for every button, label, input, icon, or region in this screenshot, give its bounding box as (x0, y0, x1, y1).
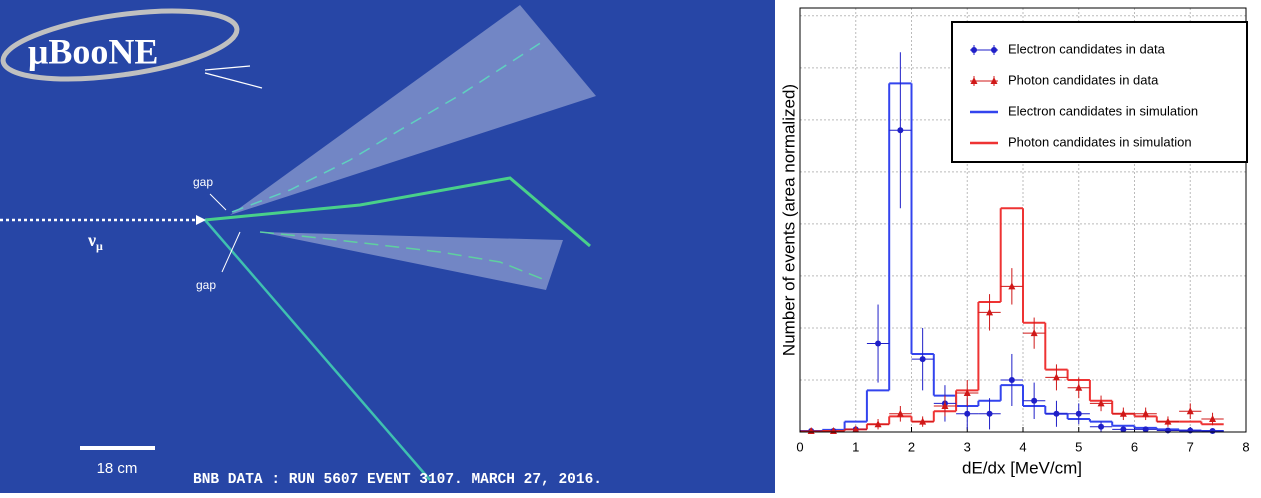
logo-swoosh (0, 8, 240, 82)
data-point (896, 409, 904, 417)
caption: BNB DATA : RUN 5607 EVENT 3107. MARCH 27… (193, 472, 602, 488)
legend-box (951, 21, 1248, 163)
data-point (986, 308, 994, 316)
data-point (964, 410, 971, 417)
shower (259, 231, 546, 281)
data-point (875, 340, 882, 347)
data-point (919, 356, 926, 363)
logo: μBooNE (28, 31, 158, 71)
beam-symbol: ν (87, 230, 96, 250)
data-point (1008, 376, 1015, 383)
track (204, 219, 431, 481)
data-point (1209, 414, 1217, 422)
legend-label: Electron candidates in simulation (1008, 103, 1198, 118)
pointer (221, 231, 241, 273)
beam-label: νμ (87, 230, 103, 253)
gap-label: gap (193, 175, 213, 189)
data-point (986, 410, 993, 417)
x-tick-label: 0 (796, 439, 803, 454)
y-axis-label: Number of events (area normalized) (779, 84, 798, 356)
logo-lines (204, 65, 251, 71)
data-point (897, 127, 904, 134)
data-point (919, 417, 927, 425)
gap-label: gap (196, 278, 216, 292)
track (204, 176, 591, 248)
data-point (991, 47, 997, 53)
data-point (990, 77, 998, 84)
scale-label: 18 cm (97, 460, 138, 477)
data-point (971, 47, 977, 53)
x-tick-label: 3 (964, 439, 971, 454)
shower-cone (230, 5, 596, 215)
legend-label: Photon candidates in data (1008, 72, 1159, 87)
data-point (1052, 373, 1060, 381)
data-point (1186, 407, 1194, 415)
data-point (1187, 427, 1194, 434)
x-tick-label: 1 (852, 439, 859, 454)
x-tick-label: 7 (1187, 439, 1194, 454)
x-tick-label: 8 (1242, 439, 1249, 454)
data-point (1164, 427, 1171, 434)
legend-label: Photon candidates in simulation (1008, 134, 1192, 149)
data-point (1053, 410, 1060, 417)
data-point (963, 388, 971, 396)
shower-cone (260, 232, 563, 290)
data-point (1142, 409, 1150, 417)
data-point (852, 425, 860, 433)
data-point (941, 401, 949, 409)
legend-label: Electron candidates in data (1008, 41, 1166, 56)
beam-subscript: μ (96, 239, 103, 253)
x-axis-label: dE/dx [MeV/cm] (962, 458, 1082, 477)
data-point (1008, 282, 1016, 290)
data-point (1075, 410, 1082, 417)
data-point (1031, 397, 1038, 404)
data-point (1097, 399, 1105, 407)
data-point (1075, 383, 1083, 391)
x-tick-label: 4 (1019, 439, 1026, 454)
data-point (1142, 426, 1149, 433)
plot-frame (799, 7, 1247, 433)
shower (231, 39, 546, 213)
event-display: μBooNE gap gap νμ 18 cm BNB DATA : RUN 5… (0, 0, 775, 493)
x-tick-label: 5 (1075, 439, 1082, 454)
data-point (970, 77, 978, 84)
data-point (1164, 417, 1172, 425)
x-tick-label: 2 (908, 439, 915, 454)
data-point (1030, 329, 1038, 337)
data-point (1209, 427, 1216, 434)
beam-arrow (196, 215, 206, 225)
data-point (1119, 409, 1127, 417)
data-point (1098, 423, 1105, 430)
logo-lines (204, 72, 263, 89)
data-point (874, 420, 882, 428)
data-point (1120, 426, 1127, 433)
pointer (209, 193, 227, 211)
x-tick-label: 6 (1131, 439, 1138, 454)
histogram-chart: Number of events (area normalized) dE/dx… (779, 7, 1250, 477)
